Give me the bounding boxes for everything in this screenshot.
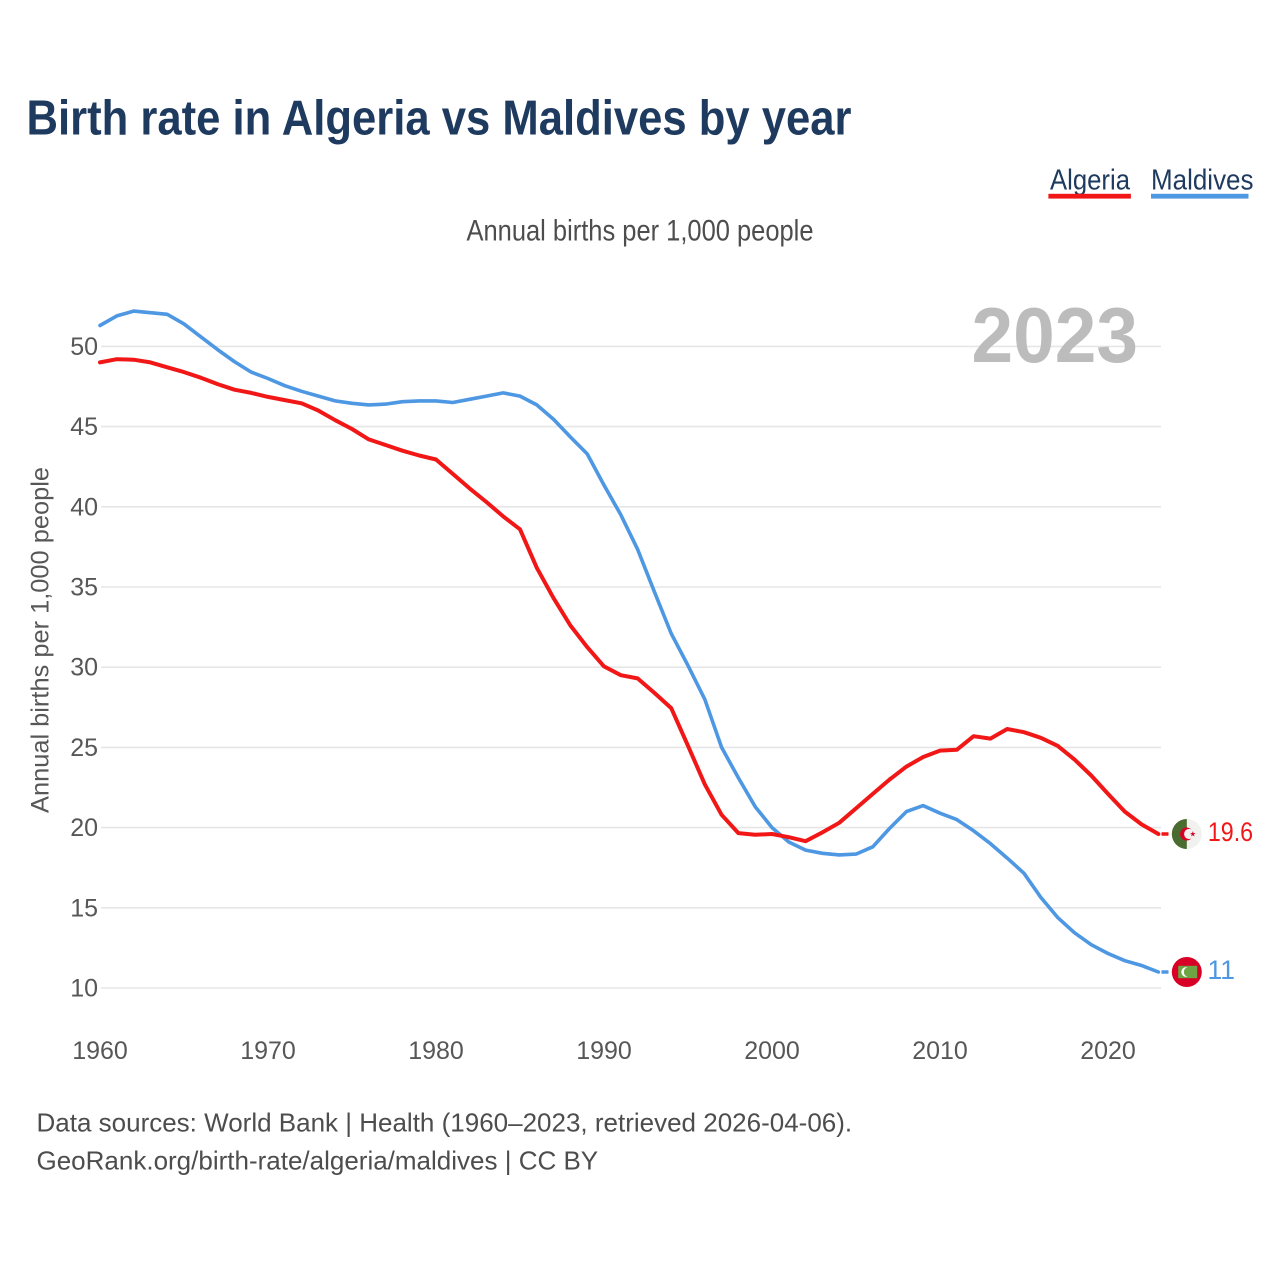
svg-text:Maldives: Maldives <box>1151 165 1254 197</box>
svg-text:20: 20 <box>70 814 98 842</box>
svg-text:45: 45 <box>70 413 98 441</box>
svg-text:GeoRank.org/birth-rate/algeria: GeoRank.org/birth-rate/algeria/maldives … <box>37 1146 599 1176</box>
svg-text:Algeria: Algeria <box>1050 165 1131 197</box>
svg-text:11: 11 <box>1208 955 1236 985</box>
svg-text:15: 15 <box>70 894 98 922</box>
svg-text:Data sources: World Bank | Hea: Data sources: World Bank | Health (1960–… <box>37 1108 853 1138</box>
svg-text:2023: 2023 <box>972 291 1139 379</box>
svg-text:40: 40 <box>70 493 98 521</box>
svg-text:50: 50 <box>70 333 98 361</box>
svg-text:2010: 2010 <box>912 1037 968 1065</box>
svg-text:Annual births per 1,000 people: Annual births per 1,000 people <box>27 467 55 813</box>
svg-text:2000: 2000 <box>744 1037 800 1065</box>
svg-text:1980: 1980 <box>408 1037 464 1065</box>
svg-text:19.6: 19.6 <box>1208 817 1253 847</box>
svg-text:1990: 1990 <box>576 1037 632 1065</box>
svg-text:1970: 1970 <box>240 1037 296 1065</box>
svg-text:30: 30 <box>70 654 98 682</box>
svg-text:25: 25 <box>70 734 98 762</box>
svg-text:1960: 1960 <box>72 1037 128 1065</box>
svg-text:2020: 2020 <box>1080 1037 1136 1065</box>
svg-text:Annual births per 1,000 people: Annual births per 1,000 people <box>467 215 814 248</box>
svg-text:10: 10 <box>70 975 98 1003</box>
svg-text:35: 35 <box>70 574 98 602</box>
svg-text:Birth rate in Algeria vs Maldi: Birth rate in Algeria vs Maldives by yea… <box>27 92 852 146</box>
